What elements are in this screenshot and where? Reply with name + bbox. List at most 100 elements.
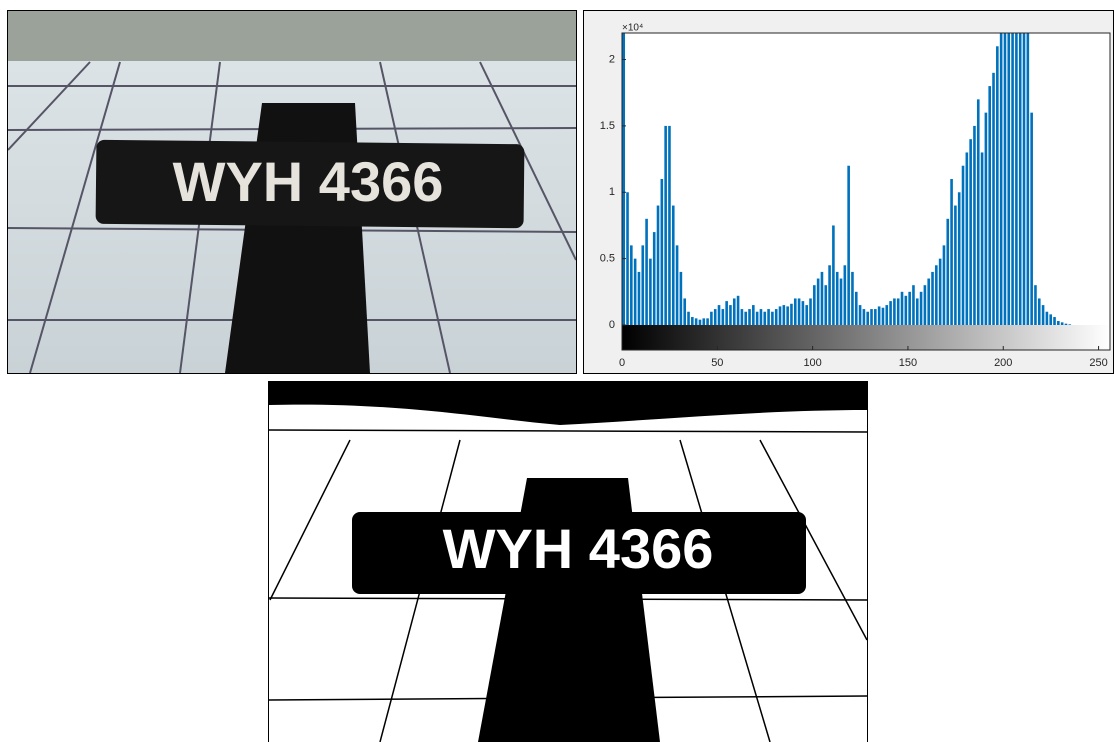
bar <box>816 278 820 325</box>
bar <box>820 271 824 325</box>
y-tick-label: 2 <box>609 53 615 65</box>
bar <box>992 72 995 325</box>
axes-box <box>621 32 1111 351</box>
bar <box>999 33 1003 325</box>
bar <box>675 245 679 325</box>
x-tick-label: 150 <box>899 357 917 369</box>
bar <box>1049 314 1053 325</box>
bar <box>652 232 656 325</box>
bar <box>668 125 671 325</box>
bar <box>1018 33 1022 325</box>
bar <box>790 303 793 325</box>
bar <box>809 298 812 325</box>
bar <box>744 311 748 325</box>
bar <box>713 309 717 325</box>
y-tick-label: 0.5 <box>600 253 615 265</box>
bar <box>969 139 972 325</box>
bar <box>679 271 683 325</box>
x-tick-label: 200 <box>994 357 1012 369</box>
bar <box>630 245 633 325</box>
bar <box>927 278 931 325</box>
bar <box>626 192 629 325</box>
bar <box>961 165 965 325</box>
bar <box>874 309 877 325</box>
bar <box>645 218 648 325</box>
bar <box>725 301 728 325</box>
colorbar <box>622 325 1110 350</box>
bar <box>942 245 946 325</box>
bar <box>912 285 915 325</box>
bar <box>771 311 774 325</box>
bar <box>915 298 919 325</box>
y-tick-label: 1 <box>609 186 615 198</box>
bar <box>752 305 755 325</box>
bar <box>732 298 736 325</box>
bar <box>637 271 641 325</box>
x-tick-label: 50 <box>711 357 723 369</box>
plate <box>95 139 525 229</box>
bar <box>1022 33 1026 325</box>
bar <box>870 309 873 325</box>
bar <box>938 258 942 325</box>
binary-plate-text: WYH 4366 <box>443 517 714 580</box>
bar <box>786 306 789 325</box>
photo: WYH 4366 <box>8 11 576 373</box>
bar <box>691 317 694 325</box>
bar <box>1034 285 1037 325</box>
bar <box>687 311 690 325</box>
bar <box>996 46 999 325</box>
bar <box>900 291 904 325</box>
bar <box>828 265 831 325</box>
bar <box>923 285 927 325</box>
bar <box>721 309 725 325</box>
bar <box>698 319 702 325</box>
bar <box>946 218 950 325</box>
bar <box>702 318 706 325</box>
bar <box>919 291 923 325</box>
bar <box>1003 33 1007 325</box>
y-tick-label: 1.5 <box>600 120 615 132</box>
binary-top <box>269 382 867 425</box>
bar <box>976 99 980 325</box>
bar <box>935 265 938 325</box>
bar <box>824 285 828 325</box>
bar <box>1037 298 1041 325</box>
exponent-label: ×10⁴ <box>622 23 643 34</box>
bar <box>622 33 626 325</box>
plot-area <box>622 33 1110 325</box>
bar <box>1030 112 1033 325</box>
bar <box>778 306 782 325</box>
bar <box>774 309 778 325</box>
bar <box>1045 311 1049 325</box>
bar <box>851 271 854 325</box>
bar <box>1057 321 1060 325</box>
bar <box>656 205 660 325</box>
bar <box>1060 322 1064 325</box>
bar <box>736 295 740 325</box>
bar <box>782 305 786 325</box>
bar <box>641 245 645 325</box>
binary-image: WYH 4366 <box>269 382 867 742</box>
bar <box>694 318 698 325</box>
bar <box>980 152 984 325</box>
bar <box>1015 33 1018 325</box>
x-tick-label: 250 <box>1089 357 1107 369</box>
x-tick-label: 100 <box>803 357 821 369</box>
bar <box>832 225 835 325</box>
bar <box>885 305 889 325</box>
bar <box>660 179 664 325</box>
bar <box>896 298 900 325</box>
bar <box>717 305 721 325</box>
bar <box>843 265 847 325</box>
bar <box>954 205 957 325</box>
binary-plate <box>352 512 806 594</box>
bar <box>801 301 805 325</box>
bar <box>1068 324 1072 325</box>
bar <box>988 86 992 325</box>
bar <box>729 305 732 325</box>
bar <box>793 298 797 325</box>
bar <box>748 309 751 325</box>
binary-border <box>268 381 868 742</box>
bar <box>767 309 770 325</box>
